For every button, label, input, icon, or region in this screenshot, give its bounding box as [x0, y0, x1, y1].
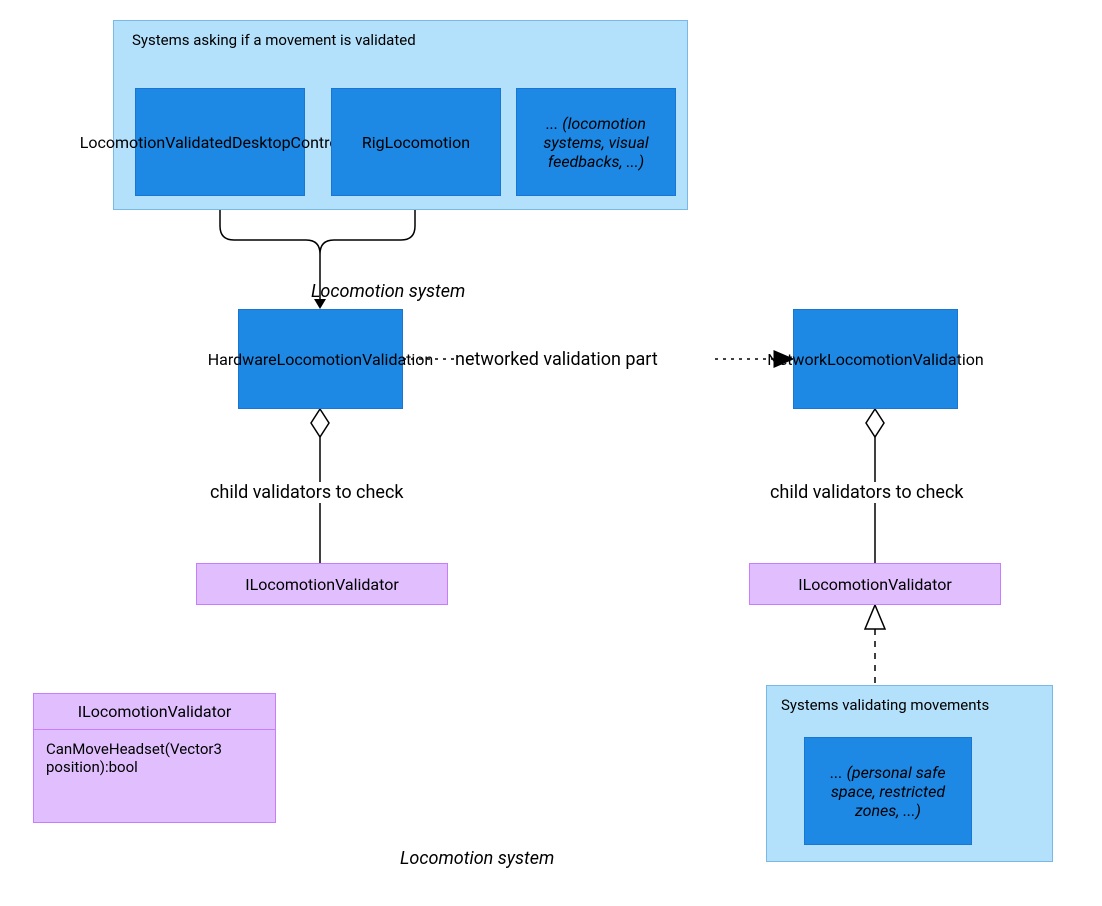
interface-label: ILocomotionValidator	[798, 575, 952, 594]
locomotion-system-title-bottom: Locomotion system	[400, 848, 554, 869]
systems-validating-example-node: ... (personal safe space, restricted zon…	[804, 737, 972, 845]
rig-locomotion-node: RigLocomotion	[331, 88, 501, 196]
ilocomotion-validator-right: ILocomotionValidator	[749, 563, 1001, 605]
node-label: RigLocomotion	[362, 133, 470, 152]
networked-validation-label: networked validation part	[455, 349, 658, 370]
child-validators-label-left: child validators to check	[210, 482, 403, 503]
node-label: ... (personal safe space, restricted zon…	[809, 763, 967, 820]
systems-validating-title: Systems validating movements	[781, 696, 989, 714]
locomotion-system-title-top: Locomotion system	[311, 281, 465, 302]
node-label: LocomotionValidatedDesktopController	[80, 133, 361, 152]
child-validators-label-right: child validators to check	[770, 482, 963, 503]
node-label: ... (locomotion systems, visual feedback…	[521, 114, 671, 171]
interface-class-name: ILocomotionValidator	[34, 694, 275, 730]
node-label: NetworkLocomotionValidation	[767, 350, 983, 369]
interface-class-method: CanMoveHeadset(Vector3 position):bool	[34, 730, 275, 786]
ilocomotion-validator-left: ILocomotionValidator	[196, 563, 448, 605]
other-systems-node: ... (locomotion systems, visual feedback…	[516, 88, 676, 196]
hardware-locomotion-validation-node: HardwareLocomotionValidation	[238, 309, 403, 409]
locomotion-validated-desktop-controller-node: LocomotionValidatedDesktopController	[135, 88, 305, 196]
node-label: HardwareLocomotionValidation	[208, 350, 434, 369]
systems-asking-title: Systems asking if a movement is validate…	[132, 31, 416, 49]
interface-label: ILocomotionValidator	[245, 575, 399, 594]
ilocomotion-validator-class: ILocomotionValidator CanMoveHeadset(Vect…	[33, 693, 276, 823]
network-locomotion-validation-node: NetworkLocomotionValidation	[793, 309, 958, 409]
